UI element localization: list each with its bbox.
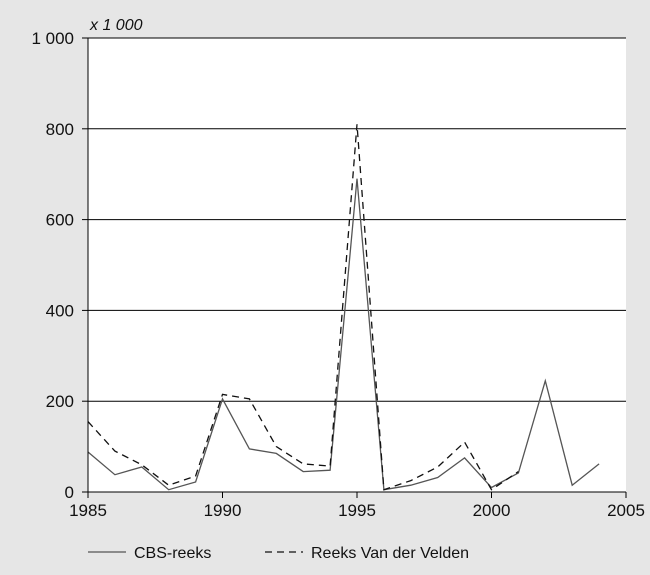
x-tick-label: 2000 [473, 501, 511, 520]
x-tick-label: 1985 [69, 501, 107, 520]
y-tick-label: 400 [46, 301, 74, 320]
x-axis-ticks: 1985 1990 1995 2000 2005 [69, 492, 645, 520]
y-tick-label: 0 [65, 483, 74, 502]
y-axis-ticks: 0 200 400 600 800 1 000 [31, 29, 88, 502]
y-tick-label: 200 [46, 392, 74, 411]
legend-label-cbs: CBS-reeks [134, 545, 211, 562]
legend-label-velden: Reeks Van der Velden [311, 545, 469, 562]
y-tick-label: 600 [46, 211, 74, 230]
series-layer [87, 124, 600, 491]
x-tick-label: 1995 [338, 501, 376, 520]
x-tick-label: 1990 [204, 501, 242, 520]
grid-lines [88, 37, 626, 402]
y-tick-label: 800 [46, 120, 74, 139]
y-tick-label: 1 000 [31, 29, 74, 48]
plot-area [88, 38, 626, 492]
x-tick-label: 2005 [607, 501, 645, 520]
series-line-cbs [87, 178, 600, 491]
y-unit-label: x 1 000 [89, 17, 143, 34]
legend: CBS-reeks Reeks Van der Velden [88, 545, 469, 562]
